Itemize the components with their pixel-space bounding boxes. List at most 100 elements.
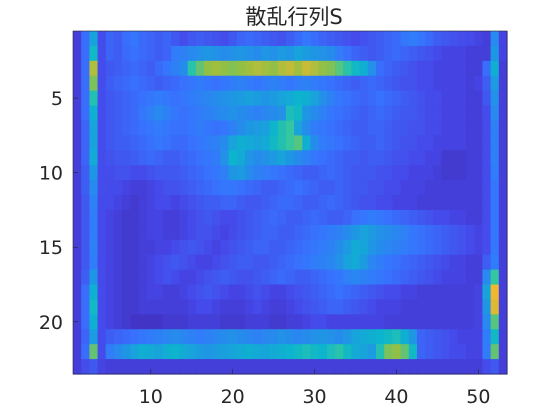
heatmap-cell	[187, 224, 197, 241]
heatmap-cell	[490, 60, 500, 77]
heatmap-cell	[400, 344, 410, 360]
heatmap-cell	[163, 135, 172, 151]
heatmap-cell	[73, 329, 82, 345]
heatmap-cell	[457, 314, 467, 330]
heatmap-cell	[343, 75, 353, 92]
heatmap-cell	[498, 120, 508, 136]
heatmap-cell	[261, 224, 271, 241]
heatmap-cell	[375, 165, 385, 181]
heatmap-cell	[269, 269, 279, 286]
heatmap-cell	[97, 45, 107, 62]
chart-title: 散乱行列S	[245, 5, 342, 29]
heatmap-cell	[408, 180, 418, 196]
heatmap-cell	[408, 254, 418, 271]
heatmap-cell	[441, 45, 451, 62]
heatmap-cell	[302, 75, 312, 92]
heatmap-cell	[408, 284, 418, 301]
heatmap-cell	[466, 195, 475, 211]
heatmap-cell	[335, 314, 344, 330]
heatmap-cell	[171, 209, 181, 226]
heatmap-cell	[89, 314, 99, 330]
heatmap-cell	[449, 209, 459, 226]
heatmap-cell	[179, 180, 189, 196]
heatmap-cell	[384, 254, 393, 271]
heatmap-cell	[375, 135, 385, 151]
heatmap-cell	[285, 359, 295, 375]
heatmap-cell	[195, 135, 205, 151]
heatmap-cell	[81, 269, 90, 286]
heatmap-cell	[220, 135, 230, 151]
heatmap-cell	[416, 195, 426, 211]
heatmap-cell	[425, 329, 434, 345]
heatmap-cell	[236, 75, 246, 92]
heatmap-cell	[97, 209, 107, 226]
heatmap-cell	[73, 180, 82, 196]
heatmap-cell	[326, 90, 336, 107]
heatmap-cell	[163, 165, 172, 181]
heatmap-cell	[498, 180, 508, 196]
heatmap-cell	[73, 209, 82, 226]
heatmap-cell	[244, 150, 254, 166]
heatmap-cell	[482, 150, 492, 166]
heatmap-cell	[367, 195, 377, 211]
heatmap-cell	[253, 195, 262, 211]
heatmap-cell	[269, 165, 279, 181]
heatmap-cell	[163, 329, 172, 345]
heatmap-cell	[261, 195, 271, 211]
heatmap-cell	[179, 314, 189, 330]
heatmap-cell	[441, 75, 451, 92]
heatmap-cell	[392, 31, 402, 47]
heatmap-cell	[277, 299, 287, 315]
heatmap-cell	[113, 31, 123, 47]
heatmap-cell	[89, 195, 99, 211]
heatmap-cell	[408, 105, 418, 122]
heatmap-cell	[163, 359, 172, 375]
heatmap-cell	[474, 314, 484, 330]
heatmap-cell	[343, 135, 353, 151]
heatmap-cell	[343, 224, 353, 241]
heatmap-cell	[294, 135, 303, 151]
heatmap-cell	[277, 284, 287, 301]
heatmap-cell	[310, 135, 320, 151]
heatmap-cell	[490, 239, 500, 256]
heatmap-cell	[335, 299, 344, 315]
heatmap-cell	[154, 344, 164, 360]
heatmap-cell	[179, 150, 189, 166]
heatmap-cell	[122, 329, 131, 345]
heatmap-cell	[318, 329, 328, 345]
heatmap-cell	[244, 299, 254, 315]
heatmap-cell	[343, 45, 353, 62]
heatmap-cell	[425, 209, 434, 226]
heatmap-cell	[105, 90, 115, 107]
heatmap-cell	[269, 90, 279, 107]
heatmap-cell	[146, 105, 156, 122]
heatmap-cell	[392, 299, 402, 315]
heatmap-cell	[73, 284, 82, 301]
heatmap-cell	[285, 60, 295, 77]
heatmap-cell	[236, 254, 246, 271]
heatmap-cell	[498, 75, 508, 92]
heatmap-cell	[146, 239, 156, 256]
heatmap-cell	[425, 359, 434, 375]
heatmap-cell	[146, 359, 156, 375]
heatmap-cell	[105, 180, 115, 196]
heatmap-cell	[335, 224, 344, 241]
heatmap-cell	[204, 239, 213, 256]
heatmap-cell	[236, 209, 246, 226]
heatmap-cell	[498, 31, 508, 47]
heatmap-cell	[359, 269, 369, 286]
heatmap-cell	[285, 284, 295, 301]
heatmap-cell	[138, 150, 148, 166]
heatmap-cell	[228, 314, 238, 330]
heatmap-cell	[433, 239, 443, 256]
heatmap-cell	[326, 209, 336, 226]
heatmap-cell	[171, 269, 181, 286]
heatmap-cell	[138, 60, 148, 77]
heatmap-cell	[482, 269, 492, 286]
heatmap-cell	[113, 150, 123, 166]
heatmap-cell	[490, 180, 500, 196]
heatmap-cell	[138, 135, 148, 151]
heatmap-cell	[138, 209, 148, 226]
heatmap-cell	[335, 209, 344, 226]
heatmap-cell	[269, 254, 279, 271]
